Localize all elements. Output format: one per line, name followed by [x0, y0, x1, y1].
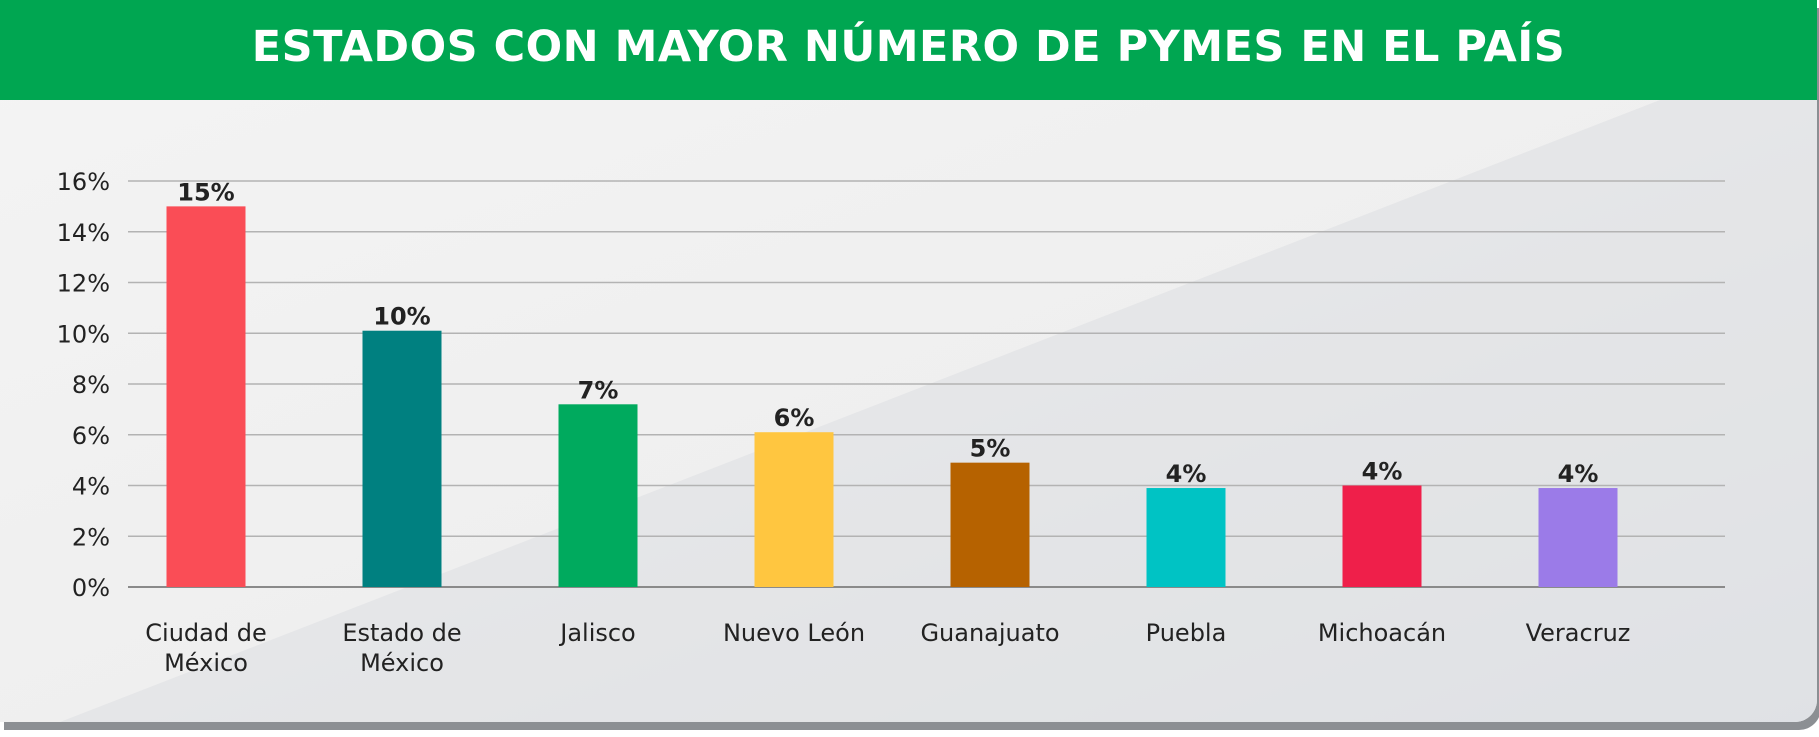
x-axis-category-labels: Ciudad de México Estado de México Jalisco Nue… [145, 619, 1630, 677]
bar [1538, 488, 1618, 587]
category-label: Estado de México [342, 619, 461, 677]
y-tick-label: 0% [72, 574, 110, 602]
category-label: Guanajuato [920, 619, 1059, 647]
category-label: Nuevo León [723, 619, 865, 647]
category-label: Puebla [1146, 619, 1227, 647]
title-banner: ESTADOS CON MAYOR NÚMERO DE PYMES EN EL … [0, 0, 1817, 100]
data-label: 4% [1558, 460, 1599, 488]
bar [362, 330, 442, 587]
category-label: Michoacán [1318, 619, 1446, 647]
y-tick-label: 14% [57, 219, 110, 247]
data-label: 6% [774, 404, 815, 432]
data-label: 4% [1362, 458, 1403, 486]
chart-card: ESTADOS CON MAYOR NÚMERO DE PYMES EN EL … [0, 0, 1817, 722]
y-axis-tick-labels: 0% 2% 4% 6% 8% 10% 12% 14% 16% [57, 168, 110, 602]
y-tick-label: 4% [72, 473, 110, 501]
data-label: 4% [1166, 460, 1207, 488]
bar [950, 462, 1030, 587]
data-label: 5% [970, 435, 1011, 463]
category-label: Ciudad de México [145, 619, 266, 677]
bars [166, 206, 1618, 587]
y-tick-label: 6% [72, 422, 110, 450]
y-tick-label: 10% [57, 320, 110, 348]
bar [754, 432, 834, 587]
data-labels: 15% 10% 7% 6% 5% 4% 4% 4% [177, 178, 1598, 488]
y-tick-label: 8% [72, 371, 110, 399]
data-label: 10% [373, 303, 430, 331]
category-label: Jalisco [558, 619, 636, 647]
category-label: Veracruz [1526, 619, 1631, 647]
data-label: 15% [177, 178, 234, 206]
chart-title: ESTADOS CON MAYOR NÚMERO DE PYMES EN EL … [251, 22, 1566, 72]
data-label: 7% [578, 376, 619, 404]
y-tick-label: 16% [57, 168, 110, 196]
bar [1342, 485, 1422, 587]
y-tick-label: 2% [72, 523, 110, 551]
bar [166, 206, 246, 587]
bar [1146, 488, 1226, 587]
bar-chart: 0% 2% 4% 6% 8% 10% 12% 14% 16% 15% 10% 7% 6% 5% 4% 4% 4… [57, 100, 1817, 722]
bar [558, 404, 638, 587]
y-tick-label: 12% [57, 270, 110, 298]
